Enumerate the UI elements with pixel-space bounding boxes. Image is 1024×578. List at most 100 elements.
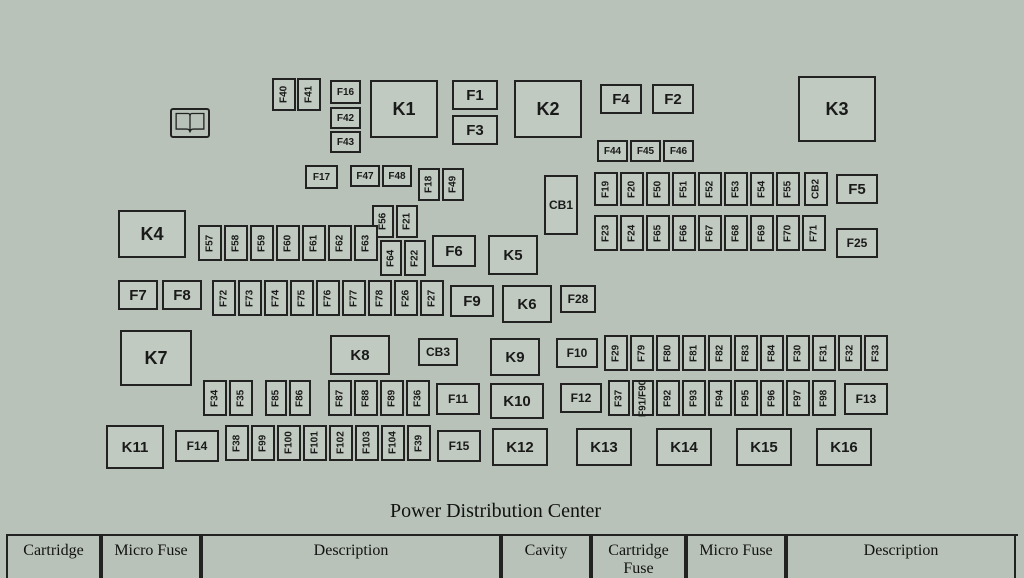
fuse-k4: K4 bbox=[118, 210, 186, 258]
fuse-f3: F3 bbox=[452, 115, 498, 145]
fuse-f29: F29 bbox=[604, 335, 628, 371]
fuse-f7: F7 bbox=[118, 280, 158, 310]
fuse-f53: F53 bbox=[724, 172, 748, 206]
fuse-f25: F25 bbox=[836, 228, 878, 258]
fuse-f39: F39 bbox=[407, 425, 431, 461]
fuse-f47: F47 bbox=[350, 165, 380, 187]
fuse-f30: F30 bbox=[786, 335, 810, 371]
fuse-f31: F31 bbox=[812, 335, 836, 371]
fuse-f98: F98 bbox=[812, 380, 836, 416]
fuse-k14: K14 bbox=[656, 428, 712, 466]
fuse-f84: F84 bbox=[760, 335, 784, 371]
fuse-f95: F95 bbox=[734, 380, 758, 416]
fuse-f6: F6 bbox=[432, 235, 476, 267]
fuse-f73: F73 bbox=[238, 280, 262, 316]
fuse-f13: F13 bbox=[844, 383, 888, 415]
fuse-f76: F76 bbox=[316, 280, 340, 316]
fuse-f55: F55 bbox=[776, 172, 800, 206]
fuse-k9: K9 bbox=[490, 338, 540, 376]
fuse-f40: F40 bbox=[272, 78, 296, 111]
header-2: Description bbox=[201, 536, 501, 578]
fuse-f32: F32 bbox=[838, 335, 862, 371]
fuse-f28: F28 bbox=[560, 285, 596, 313]
header-5: Micro Fuse bbox=[686, 536, 786, 578]
fuse-f70: F70 bbox=[776, 215, 800, 251]
fuse-diagram: F40F41F16K1F1K2F4F2K3F42F3F43F44F45F46F1… bbox=[0, 0, 1024, 577]
fuse-f46: F46 bbox=[663, 140, 694, 162]
fuse-f66: F66 bbox=[672, 215, 696, 251]
fuse-k5: K5 bbox=[488, 235, 538, 275]
fuse-f81: F81 bbox=[682, 335, 706, 371]
fuse-f26: F26 bbox=[394, 280, 418, 316]
fuse-f96: F96 bbox=[760, 380, 784, 416]
header-1: Micro Fuse bbox=[101, 536, 201, 578]
fuse-k6: K6 bbox=[502, 285, 552, 323]
fuse-f49: F49 bbox=[442, 168, 464, 201]
fuse-cb2: CB2 bbox=[804, 172, 828, 206]
fuse-f71: F71 bbox=[802, 215, 826, 251]
fuse-f20: F20 bbox=[620, 172, 644, 206]
fuse-f64: F64 bbox=[380, 240, 402, 276]
fuse-f52: F52 bbox=[698, 172, 722, 206]
fuse-cb3: CB3 bbox=[418, 338, 458, 366]
fuse-f78: F78 bbox=[368, 280, 392, 316]
fuse-f24: F24 bbox=[620, 215, 644, 251]
fuse-f43: F43 bbox=[330, 131, 361, 153]
fuse-f19: F19 bbox=[594, 172, 618, 206]
fuse-f48: F48 bbox=[382, 165, 412, 187]
fuse-f5: F5 bbox=[836, 174, 878, 204]
header-6: Description bbox=[786, 536, 1016, 578]
fuse-f72: F72 bbox=[212, 280, 236, 316]
fuse-f8: F8 bbox=[162, 280, 202, 310]
fuse-cb1: CB1 bbox=[544, 175, 578, 235]
fuse-f102: F102 bbox=[329, 425, 353, 461]
fuse-f104: F104 bbox=[381, 425, 405, 461]
fuse-f87: F87 bbox=[328, 380, 352, 416]
fuse-f50: F50 bbox=[646, 172, 670, 206]
fuse-f17: F17 bbox=[305, 165, 338, 189]
fuse-f74: F74 bbox=[264, 280, 288, 316]
fuse-k13: K13 bbox=[576, 428, 632, 466]
fuse-f92: F92 bbox=[656, 380, 680, 416]
fuse-k2: K2 bbox=[514, 80, 582, 138]
fuse-f88: F88 bbox=[354, 380, 378, 416]
fuse-k12: K12 bbox=[492, 428, 548, 466]
fuse-f12: F12 bbox=[560, 383, 602, 413]
fuse-f57: F57 bbox=[198, 225, 222, 261]
fuse-f1: F1 bbox=[452, 80, 498, 110]
fuse-f44: F44 bbox=[597, 140, 628, 162]
fuse-f35: F35 bbox=[229, 380, 253, 416]
fuse-f2: F2 bbox=[652, 84, 694, 114]
fuse-f37: F37 bbox=[608, 380, 630, 416]
header-4: Cartridge Fuse bbox=[591, 536, 686, 578]
fuse-k1: K1 bbox=[370, 80, 438, 138]
fuse-f63: F63 bbox=[354, 225, 378, 261]
fuse-f21: F21 bbox=[396, 205, 418, 238]
fuse-f82: F82 bbox=[708, 335, 732, 371]
fuse-f23: F23 bbox=[594, 215, 618, 251]
fuse-f9: F9 bbox=[450, 285, 494, 317]
fuse-f86: F86 bbox=[289, 380, 311, 416]
fuse-f100: F100 bbox=[277, 425, 301, 461]
diagram-title: Power Distribution Center bbox=[390, 500, 601, 523]
fuse-f58: F58 bbox=[224, 225, 248, 261]
fuse-k8: K8 bbox=[330, 335, 390, 375]
header-0: Cartridge bbox=[6, 536, 101, 578]
table-header-row: CartridgeMicro FuseDescriptionCavityCart… bbox=[6, 534, 1018, 578]
fuse-f65: F65 bbox=[646, 215, 670, 251]
fuse-f38: F38 bbox=[225, 425, 249, 461]
fuse-f54: F54 bbox=[750, 172, 774, 206]
fuse-f15: F15 bbox=[437, 430, 481, 462]
fuse-k7: K7 bbox=[120, 330, 192, 386]
fuse-f51: F51 bbox=[672, 172, 696, 206]
fuse-f45: F45 bbox=[630, 140, 661, 162]
fuse-f80: F80 bbox=[656, 335, 680, 371]
fuse-f61: F61 bbox=[302, 225, 326, 261]
fuse-f97: F97 bbox=[786, 380, 810, 416]
fuse-f85: F85 bbox=[265, 380, 287, 416]
fuse-k15: K15 bbox=[736, 428, 792, 466]
fuse-f42: F42 bbox=[330, 107, 361, 129]
fuse-f77: F77 bbox=[342, 280, 366, 316]
fuse-f75: F75 bbox=[290, 280, 314, 316]
fuse-f101: F101 bbox=[303, 425, 327, 461]
